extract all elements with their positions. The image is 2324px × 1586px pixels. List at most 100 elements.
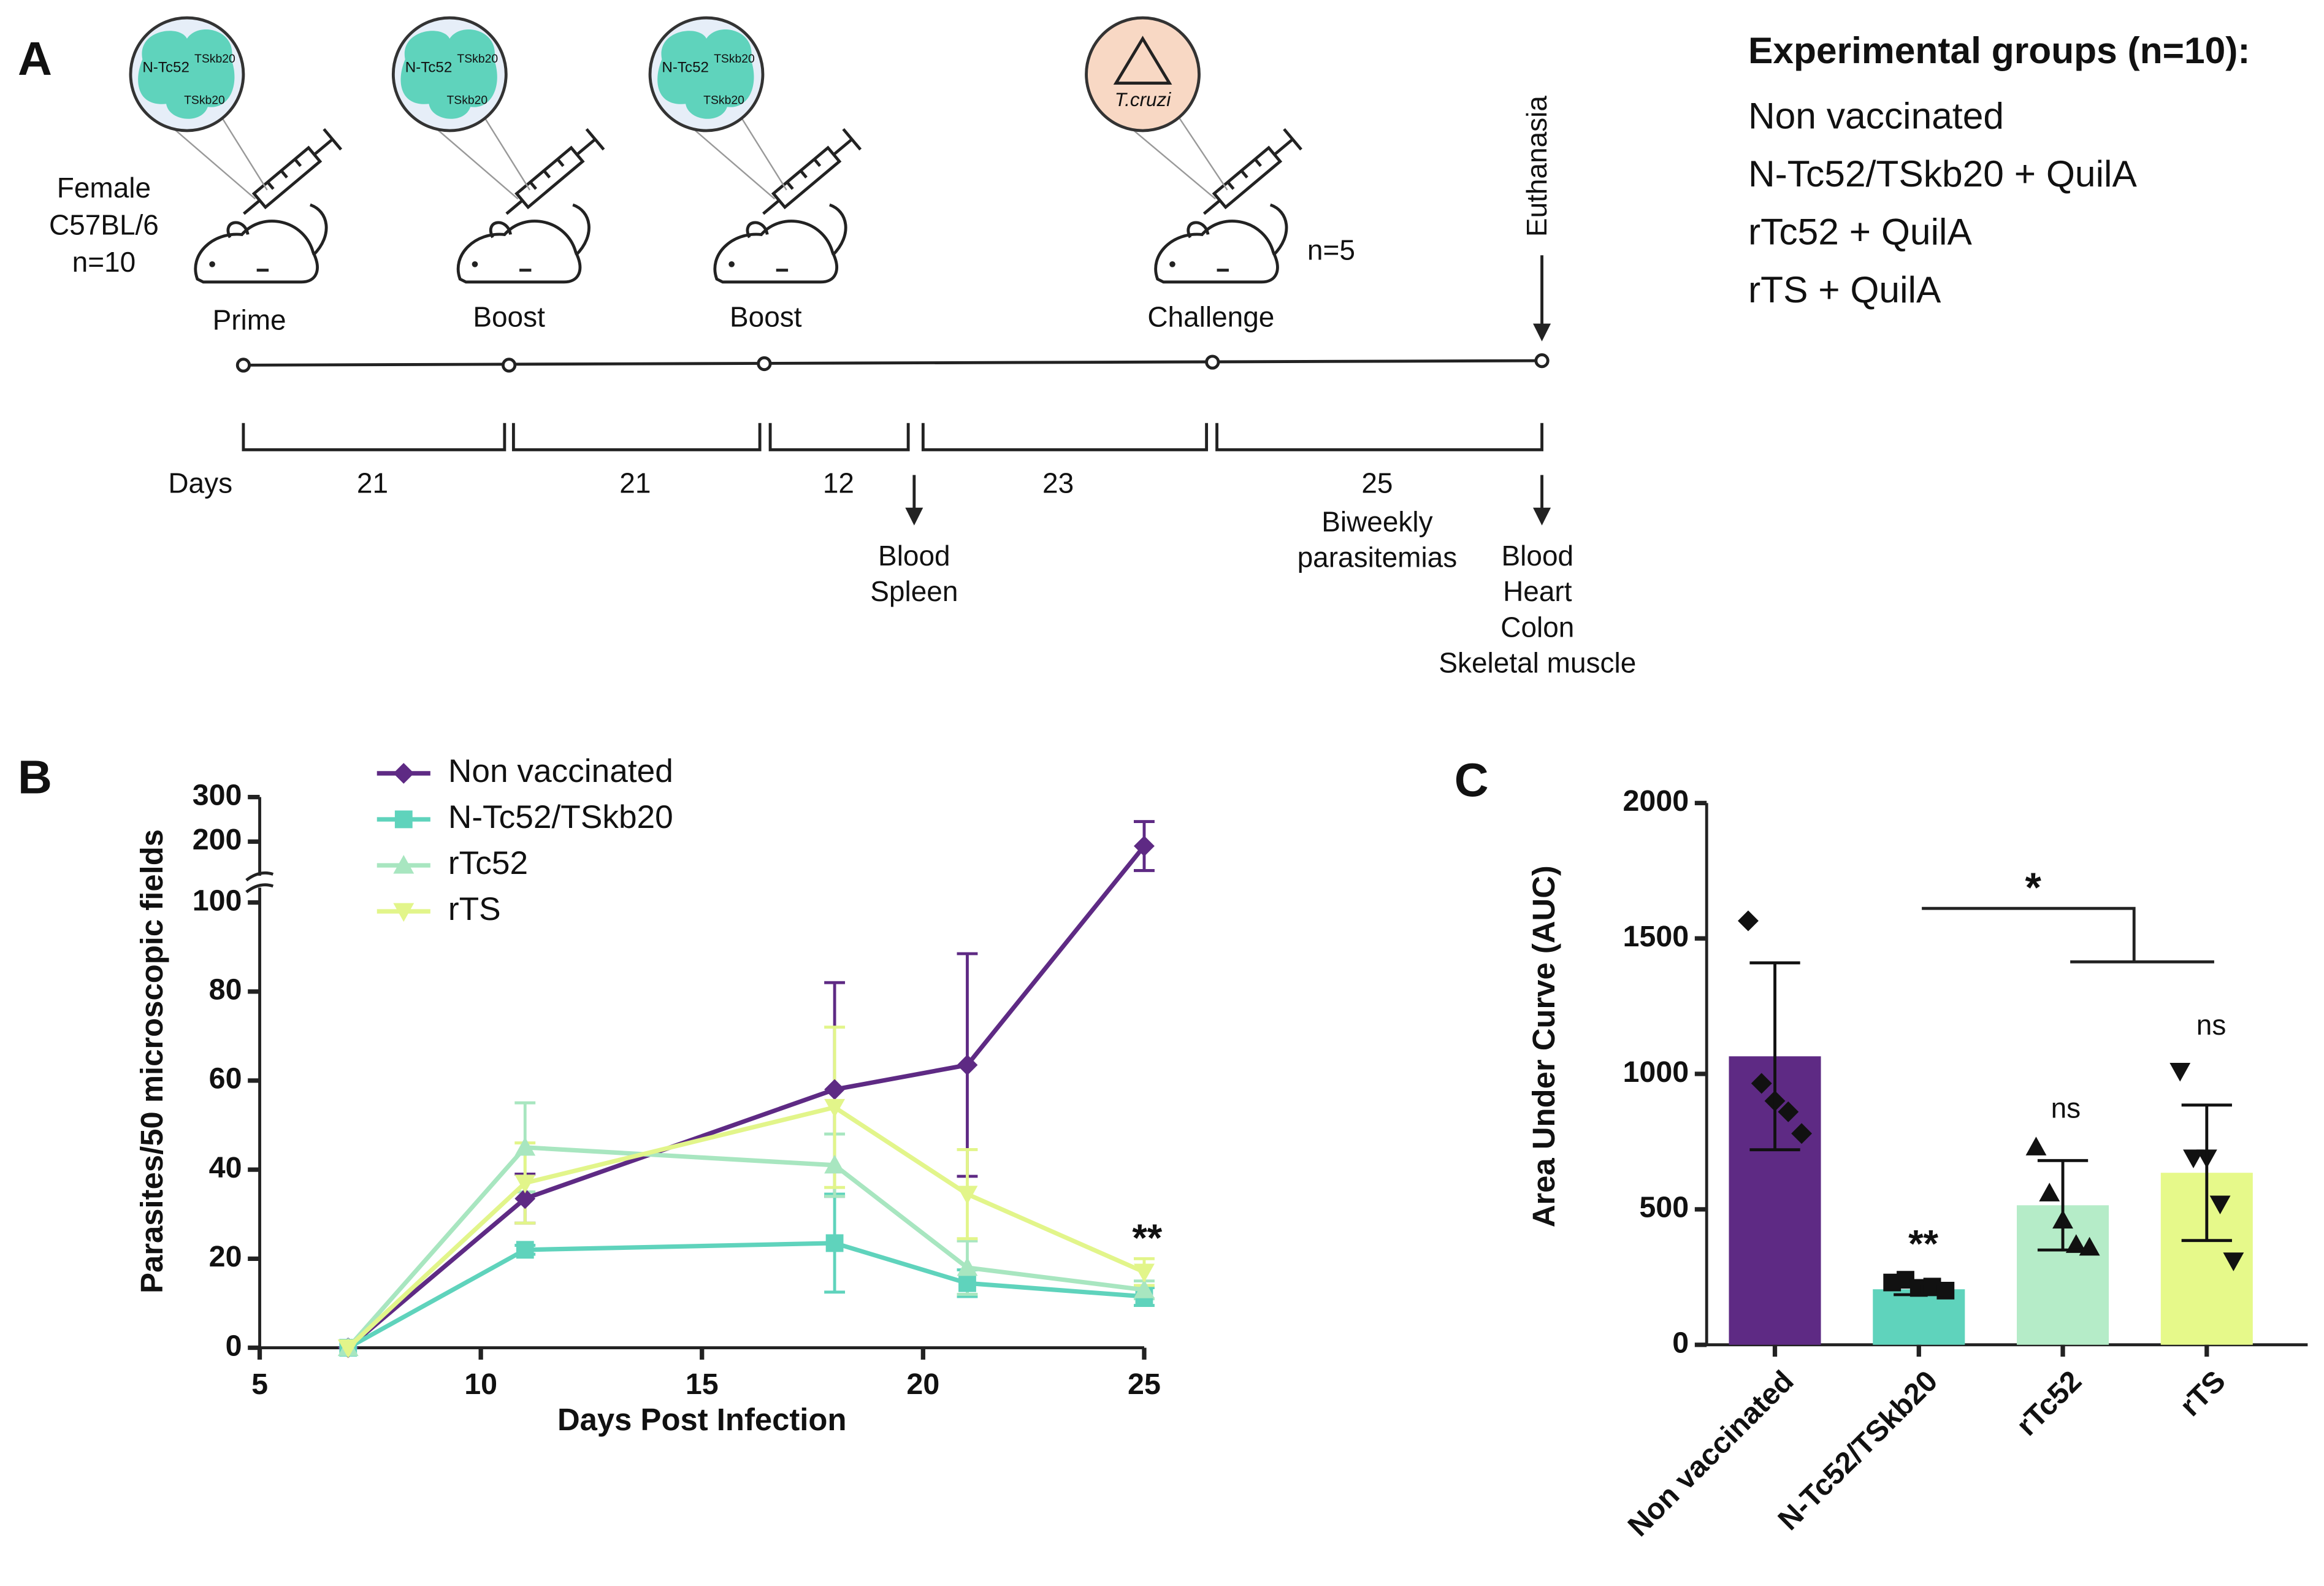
step: Challenge (1147, 301, 1274, 332)
axis-break (245, 871, 274, 894)
marker (516, 1241, 534, 1259)
legend-label: rTc52 (448, 845, 528, 881)
antigen: TSkb20 (714, 52, 755, 66)
annotation: ** (1908, 1223, 1938, 1266)
x-tick-label: 15 (686, 1368, 719, 1401)
antigen: TSkb20 (457, 52, 498, 66)
step: Boost (730, 301, 802, 332)
annotation: ns (2051, 1092, 2081, 1124)
data-point (2025, 1136, 2047, 1155)
error-bar (1749, 961, 1800, 1152)
marker (824, 1079, 846, 1100)
timeline (235, 255, 1551, 526)
x-tick-label: 25 (1128, 1368, 1161, 1401)
series-line (347, 1241, 1145, 1350)
days-label: Days (168, 467, 232, 499)
y-tick-label: 80 (209, 973, 242, 1006)
sample: Colon (1500, 611, 1574, 643)
marker (824, 1154, 846, 1174)
x-tick-label: rTc52 (2010, 1365, 2088, 1442)
y-tick-label: 40 (209, 1151, 242, 1184)
marker (825, 1234, 844, 1252)
marker (1134, 835, 1155, 857)
marker (1134, 1279, 1155, 1298)
legend-label: N-Tc52/TSkb20 (448, 799, 673, 835)
legend-marker (393, 855, 415, 874)
groups-title: Experimental groups (n=10): (1748, 29, 2250, 71)
group: rTS + QuilA (1748, 269, 1941, 310)
series-line (346, 1105, 1145, 1350)
x-tick-label: Non vaccinated (1621, 1365, 1800, 1543)
legend-label: Non vaccinated (448, 753, 673, 789)
y-tick-label: 20 (209, 1240, 242, 1273)
antigen-labels: N-Tc52 TSkb20 TSkb20 N-Tc52 TSkb20 TSkb2… (142, 52, 1171, 110)
y-axis-label: Area Under Curve (AUC) (1526, 865, 1561, 1227)
sample: Heart (1503, 575, 1572, 607)
data-point (1778, 1101, 1799, 1122)
x-tick-label: 10 (464, 1368, 497, 1401)
marker (957, 1186, 978, 1205)
legend-marker (394, 810, 413, 829)
euthanasia: Euthanasia (1521, 96, 1553, 237)
marker (957, 1257, 978, 1276)
error-bar (2181, 1103, 2232, 1243)
marker (1134, 1263, 1155, 1283)
note: parasitemias (1298, 542, 1458, 573)
interval: 21 (619, 467, 651, 499)
y-tick-label: 60 (209, 1062, 242, 1095)
mouse-info: n=10 (72, 246, 136, 278)
marker (958, 1274, 976, 1292)
data-point (1738, 910, 1759, 932)
error-bar (1894, 1282, 1944, 1297)
y-tick-label: 100 (193, 884, 242, 917)
legend-marker (393, 762, 415, 784)
y-tick-label: 2000 (1623, 784, 1689, 818)
panel-label: A (18, 33, 52, 85)
x-tick-label: 5 (251, 1368, 268, 1401)
antigen: TSkb20 (194, 52, 235, 66)
marker (514, 1136, 536, 1156)
significance-bracket (1922, 906, 2214, 963)
x-axis-label: Days Post Infection (557, 1402, 847, 1437)
antigen: TSkb20 (446, 94, 487, 107)
antigen: N-Tc52 (142, 59, 189, 76)
group: N-Tc52/TSkb20 + QuilA (1748, 153, 2137, 194)
y-tick-label: 200 (193, 823, 242, 856)
data-point (2223, 1252, 2244, 1271)
y-tick-label: 0 (1672, 1326, 1689, 1359)
marker (514, 1188, 536, 1209)
interval: 21 (357, 467, 388, 499)
data-point (1923, 1278, 1941, 1296)
group: Non vaccinated (1748, 95, 2004, 137)
sample: Blood (878, 540, 950, 572)
legend-marker (393, 903, 415, 922)
data-point (2065, 1234, 2087, 1253)
interval: 25 (1361, 467, 1393, 499)
data-point (1791, 1123, 1813, 1144)
annotation: ** (1132, 1217, 1162, 1260)
pathogen: T.cruzi (1115, 89, 1171, 110)
marker (337, 1339, 359, 1358)
antigen: N-Tc52 (405, 59, 453, 76)
group: rTc52 + QuilA (1748, 210, 1972, 252)
marker (957, 1054, 978, 1076)
n-challenge: n=5 (1307, 234, 1355, 266)
antigen: TSkb20 (703, 94, 744, 107)
note: Biweekly (1321, 505, 1432, 537)
step-icons (131, 16, 1301, 282)
interval: 12 (823, 467, 854, 499)
error-bar (2037, 1159, 2089, 1252)
data-point (2039, 1182, 2060, 1201)
y-tick-label: 1500 (1623, 920, 1689, 953)
y-tick-label: 300 (193, 778, 242, 811)
sample: Blood (1502, 540, 1574, 572)
sample: Skeletal muscle (1439, 646, 1636, 678)
axis (258, 797, 1144, 1349)
step: Boost (473, 301, 545, 332)
panel-label: C (1454, 754, 1489, 806)
marker (514, 1174, 536, 1193)
x-tick-label: rTS (2174, 1365, 2232, 1423)
mouse-info: C57BL/6 (49, 209, 159, 240)
marker (824, 1098, 846, 1118)
